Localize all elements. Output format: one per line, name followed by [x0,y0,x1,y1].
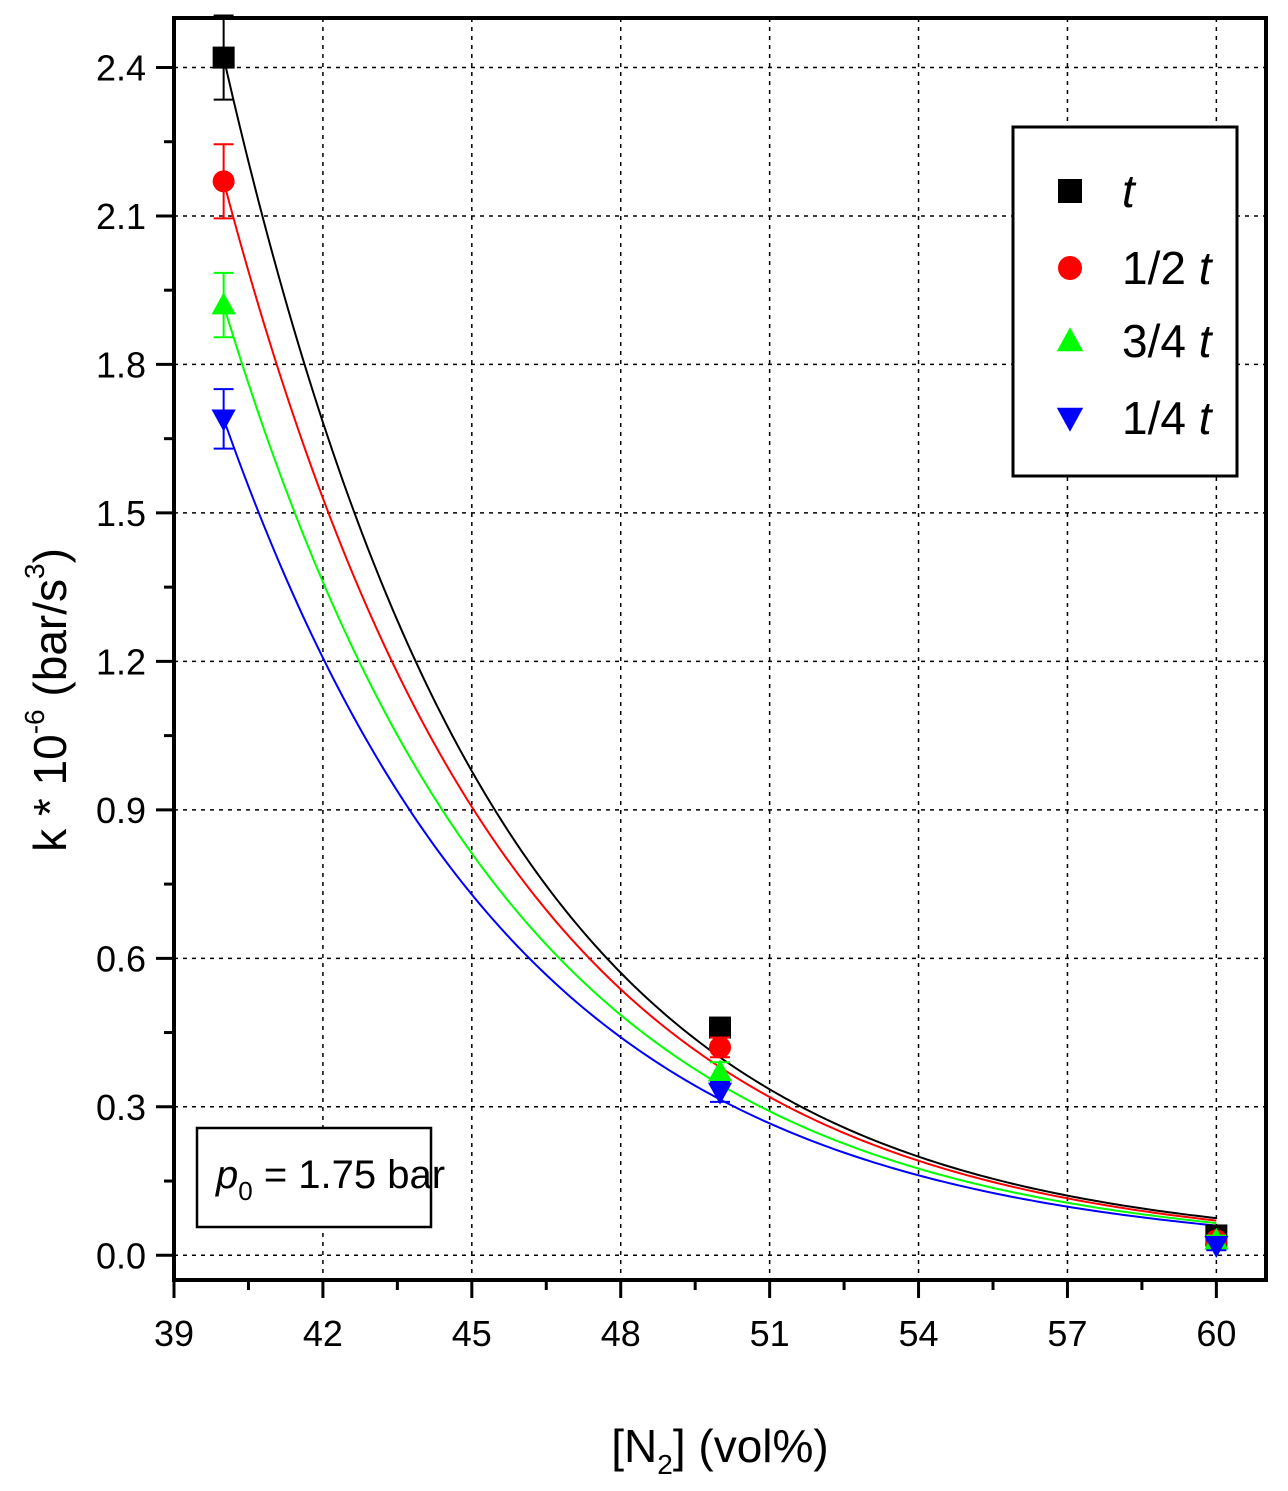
legend-marker-triangle-down [1056,407,1084,432]
legend-box [1011,125,1239,478]
x-tick-label: 39 [154,1313,194,1354]
data-points [211,14,1229,1259]
x-tick-label: 57 [1047,1313,1087,1354]
x-tick-label: 42 [303,1313,343,1354]
x-tick-label: 45 [452,1313,492,1354]
y-tick-label: 1.2 [96,641,146,682]
legend-marker-circle [1058,256,1082,280]
x-tick-label: 54 [899,1313,939,1354]
plot-area-frame [172,16,1268,1282]
x-tick-label: 48 [601,1313,641,1354]
y-tick-label: 0.3 [96,1087,146,1128]
x-tick-label: 51 [750,1313,790,1354]
data-point-circle [709,1036,731,1059]
data-point-triangle-up [211,292,236,315]
y-tick-label: 2.4 [96,47,146,88]
legend-label: 1/4 t [1122,392,1214,444]
y-tick-label: 2.1 [96,196,146,237]
y-tick-label: 0.6 [96,938,146,979]
data-point-circle [212,170,235,193]
legend: t 1/2 t 3/4 t 1/4 t [1011,125,1239,478]
legend-marker-triangle-up [1056,327,1084,352]
legend-label: t [1122,165,1137,217]
data-point-triangle-down [1204,1236,1229,1259]
y-tick-label: 1.5 [96,493,146,534]
data-point-triangle-down [707,1082,733,1105]
annotation-box [195,1126,433,1229]
y-tick-label: 0.0 [96,1235,146,1276]
pressure-annotation: p0 = 1.75 bar [195,1126,445,1229]
y-tick-label: 1.8 [96,344,146,385]
data-point-square [212,46,235,69]
data-point-triangle-up [707,1059,733,1082]
legend-marker-square [1058,179,1082,203]
x-tick-label: 60 [1196,1313,1236,1354]
axis-ticks: 39 42 45 48 51 54 57 60 0.0 0.3 0.6 0.9 1.2 1.5 1.8 2.1… [96,47,1236,1354]
legend-label: 1/2 t [1122,242,1214,294]
data-point-triangle-down [211,409,236,432]
data-point-square [709,1016,731,1039]
y-tick-label: 0.9 [96,790,146,831]
legend-label: 3/4 t [1122,315,1214,367]
x-axis-title: [N2] (vol%) [611,1420,828,1480]
annotation-text: p0 = 1.75 bar [215,1153,445,1206]
y-axis-title: k * 10-6 (bar/s3) [19,548,76,852]
